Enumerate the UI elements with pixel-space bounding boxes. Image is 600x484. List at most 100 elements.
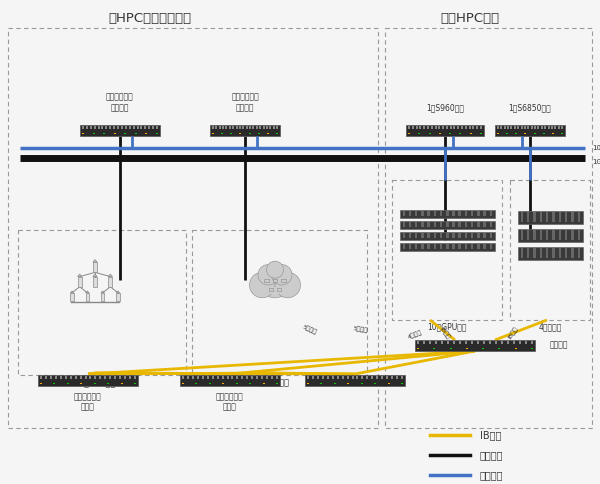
Polygon shape [101, 291, 104, 293]
Bar [85, 376, 86, 379]
Bar [501, 341, 503, 344]
Text: 1GbE: 1GbE [592, 159, 600, 165]
Bar [90, 126, 92, 129]
Bar [483, 341, 485, 344]
Bar [196, 382, 197, 384]
Bar [215, 126, 217, 129]
Bar [222, 382, 224, 384]
Bar [106, 126, 107, 129]
Bar [221, 376, 224, 379]
Bar [217, 376, 218, 379]
Bar [464, 244, 467, 249]
Bar [434, 233, 436, 238]
Circle shape [258, 265, 278, 285]
Bar [565, 230, 568, 240]
Bar [571, 212, 574, 222]
Bar [452, 244, 455, 249]
Bar [273, 279, 277, 282]
Bar [409, 233, 411, 238]
Bar [552, 212, 554, 222]
Text: 新增HPC集群: 新增HPC集群 [440, 12, 500, 25]
Bar [507, 341, 509, 344]
Bar [266, 126, 268, 129]
Bar [554, 126, 556, 129]
Bar [447, 341, 449, 344]
Bar [156, 133, 158, 134]
Bar [251, 376, 253, 379]
Bar [82, 133, 84, 134]
Bar [515, 348, 517, 349]
Bar [500, 126, 502, 129]
Bar [55, 376, 57, 379]
Bar [93, 262, 97, 272]
Bar [490, 211, 492, 216]
Bar [440, 211, 442, 216]
Bar [113, 126, 115, 129]
Circle shape [275, 272, 301, 298]
Text: 1台S960千兆: 1台S960千兆 [426, 103, 464, 112]
Bar [513, 341, 515, 344]
Bar [317, 376, 319, 379]
Bar [376, 376, 378, 379]
Bar [124, 376, 126, 379]
Bar [477, 211, 479, 216]
Text: 原数据中心根
交换机: 原数据中心根 交换机 [216, 392, 244, 411]
FancyBboxPatch shape [517, 246, 583, 259]
Bar [418, 133, 420, 134]
Bar [134, 376, 136, 379]
Bar [464, 211, 467, 216]
Bar [241, 376, 244, 379]
Bar [552, 133, 554, 134]
Bar [571, 248, 574, 258]
Bar [421, 222, 424, 227]
Bar [271, 376, 273, 379]
Bar [464, 233, 467, 238]
Bar [276, 382, 278, 384]
Bar [480, 126, 482, 129]
Bar [458, 233, 461, 238]
Bar [212, 133, 214, 134]
Bar [490, 222, 492, 227]
Bar [434, 211, 436, 216]
Bar [561, 133, 563, 134]
Bar [440, 233, 442, 238]
Text: 1台S6850万兆: 1台S6850万兆 [509, 103, 551, 112]
Bar [337, 376, 338, 379]
Bar [507, 126, 509, 129]
Bar [148, 126, 150, 129]
Bar [471, 211, 473, 216]
Bar [517, 126, 519, 129]
Text: IB链路: IB链路 [439, 326, 451, 340]
Bar [94, 382, 96, 384]
Bar [401, 376, 403, 379]
Bar [483, 244, 486, 249]
Bar [423, 126, 425, 129]
Bar [247, 376, 248, 379]
Bar [510, 180, 590, 320]
Bar [381, 376, 383, 379]
Bar [327, 376, 329, 379]
Bar [546, 230, 548, 240]
Bar [427, 233, 430, 238]
Bar [266, 376, 268, 379]
Bar [258, 133, 260, 134]
Bar [248, 133, 251, 134]
Bar [419, 126, 421, 129]
Bar [441, 341, 443, 344]
Bar [60, 376, 62, 379]
Polygon shape [93, 274, 97, 276]
Bar [435, 341, 437, 344]
Bar [408, 126, 410, 129]
Bar [477, 222, 479, 227]
Bar [521, 230, 523, 240]
Bar [452, 233, 455, 238]
Bar [70, 293, 74, 301]
Bar [226, 126, 227, 129]
Bar [265, 279, 269, 282]
Bar [434, 222, 436, 227]
FancyBboxPatch shape [495, 124, 565, 136]
Bar [477, 341, 479, 344]
Bar [454, 126, 455, 129]
Bar [312, 376, 314, 379]
Circle shape [272, 265, 292, 285]
